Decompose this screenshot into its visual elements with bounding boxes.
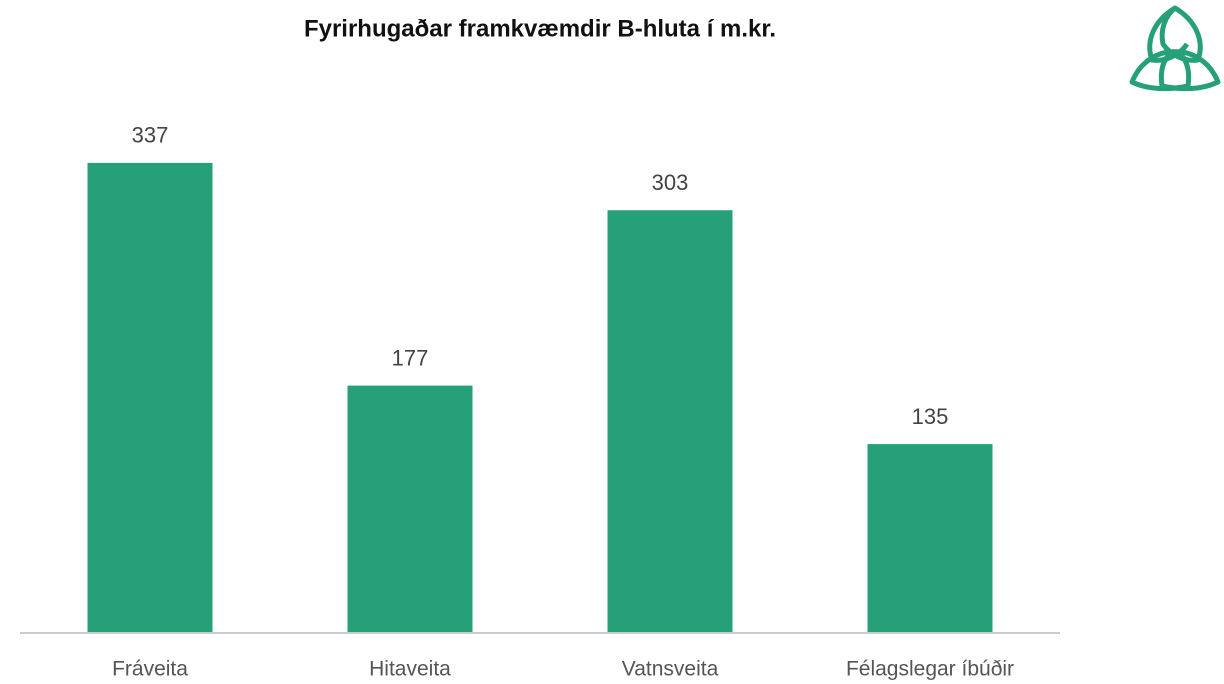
bar: [347, 385, 473, 632]
x-tick-label: Vatnsveita: [622, 658, 719, 681]
chart-title: Fyrirhugaðar framkvæmdir B-hluta í m.kr.: [304, 15, 776, 42]
data-label: 135: [912, 404, 949, 429]
x-tick-label: Hitaveita: [369, 658, 451, 681]
data-label: 303: [652, 170, 689, 195]
logo: [1129, 5, 1221, 92]
bar: [607, 210, 733, 632]
x-tick-label: Félagslegar íbúðir: [846, 658, 1014, 681]
data-label: 337: [132, 123, 169, 148]
x-tick-label: Fráveita: [112, 658, 188, 681]
bar: [867, 444, 993, 632]
bar: [87, 162, 213, 632]
data-label: 177: [392, 345, 429, 370]
